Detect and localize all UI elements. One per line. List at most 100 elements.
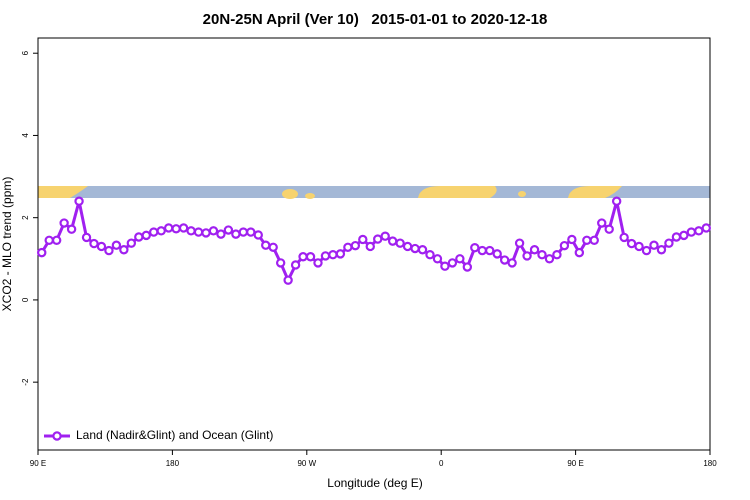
point <box>634 241 644 252</box>
point <box>514 238 525 248</box>
x-tick-label: 90 W <box>297 459 316 468</box>
point <box>567 234 577 245</box>
point <box>604 224 614 234</box>
plot-frame <box>37 37 711 451</box>
point <box>298 252 308 262</box>
point <box>134 232 144 242</box>
point <box>343 242 353 252</box>
x-axis-label: Longitude (deg E) <box>327 476 422 490</box>
point <box>529 245 540 255</box>
point <box>686 227 697 237</box>
point <box>283 275 293 285</box>
point <box>201 228 211 238</box>
point <box>358 234 368 245</box>
point <box>335 249 346 259</box>
point <box>59 218 69 228</box>
point <box>74 196 84 206</box>
x-tick-label: 90 E <box>30 459 46 468</box>
point <box>44 235 54 245</box>
point <box>679 230 689 241</box>
point <box>649 240 659 250</box>
point <box>81 232 92 243</box>
point <box>447 258 458 268</box>
point <box>141 230 151 241</box>
point <box>171 224 181 234</box>
x-tick-label: 180 <box>166 459 180 468</box>
point <box>477 245 487 256</box>
point <box>597 218 607 228</box>
point <box>238 227 249 237</box>
y-tick-label: 0 <box>21 297 30 302</box>
point <box>37 247 47 258</box>
point <box>350 240 361 251</box>
point <box>328 249 338 260</box>
point <box>223 225 234 235</box>
point <box>641 245 652 256</box>
point <box>611 196 622 206</box>
map-strip <box>38 186 710 199</box>
point <box>246 227 256 237</box>
point <box>671 232 682 242</box>
point <box>499 255 510 265</box>
point <box>544 254 555 264</box>
point <box>582 235 592 245</box>
point <box>104 245 114 256</box>
point <box>522 251 532 261</box>
point <box>395 238 405 248</box>
legend-label: Land (Nadir&Glint) and Ocean (Glint) <box>76 428 273 442</box>
point <box>163 223 174 233</box>
y-tick-label: 2 <box>21 215 30 220</box>
point <box>66 224 77 234</box>
y-tick-label: 4 <box>21 133 30 138</box>
y-axis-label: XCO2 - MLO trend (ppm) <box>0 177 14 312</box>
point <box>89 238 99 249</box>
x-tick-label: 0 <box>439 459 444 468</box>
point <box>537 249 547 260</box>
point <box>574 247 585 258</box>
point <box>156 226 166 236</box>
point <box>261 240 271 250</box>
point <box>313 258 323 268</box>
point <box>111 240 122 250</box>
point <box>290 260 301 270</box>
y-tick-label: -2 <box>21 378 30 386</box>
point <box>619 232 629 243</box>
point <box>417 245 428 255</box>
point <box>96 241 107 252</box>
point <box>440 261 450 271</box>
point <box>410 243 420 254</box>
point <box>589 235 599 245</box>
point <box>455 254 465 264</box>
point <box>193 227 204 237</box>
point <box>432 254 443 264</box>
point <box>186 226 196 236</box>
point <box>178 223 189 233</box>
point <box>664 238 674 248</box>
point <box>559 240 570 251</box>
point <box>216 229 226 239</box>
point <box>462 262 473 272</box>
point <box>275 258 286 268</box>
point <box>626 238 637 249</box>
point <box>253 230 263 240</box>
point <box>373 234 383 244</box>
point <box>305 252 316 262</box>
point <box>149 227 159 237</box>
x-tick-label: 90 E <box>567 459 583 468</box>
point <box>268 242 278 252</box>
point <box>208 226 219 236</box>
legend-marker <box>52 431 62 441</box>
point <box>119 245 129 255</box>
x-tick-label: 180 <box>703 459 717 468</box>
point <box>656 245 667 255</box>
point <box>380 231 390 241</box>
point <box>365 241 375 252</box>
point <box>231 229 241 239</box>
point <box>552 249 562 260</box>
point <box>387 236 398 246</box>
point <box>470 243 480 253</box>
point <box>492 249 502 259</box>
point <box>320 251 331 261</box>
point <box>402 241 413 252</box>
